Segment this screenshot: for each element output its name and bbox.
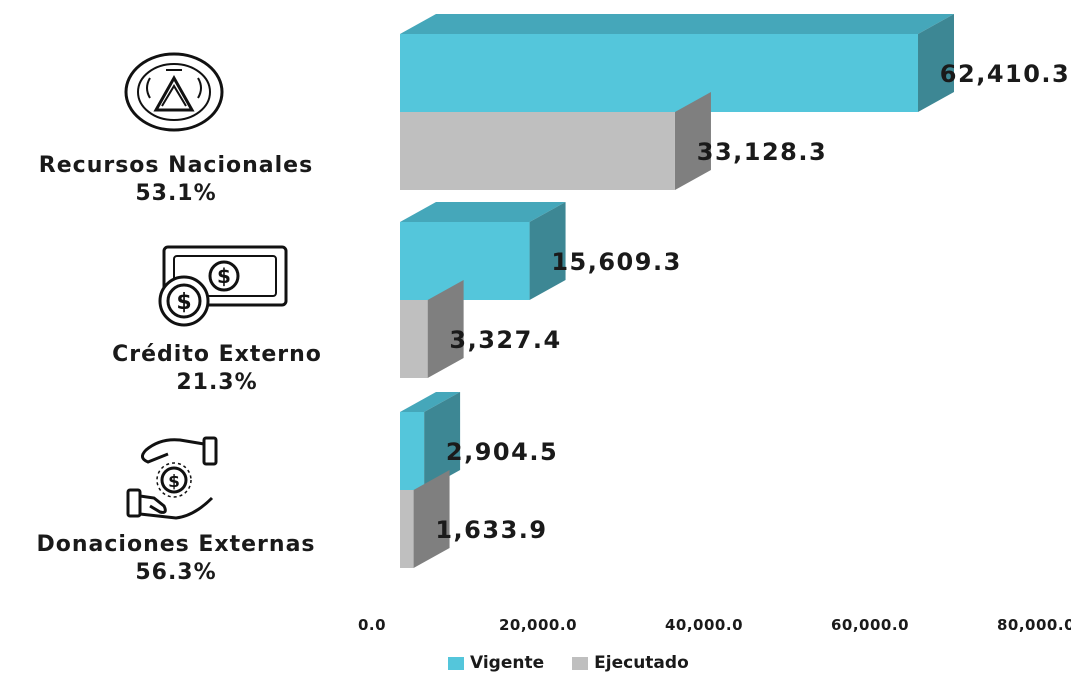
x-tick-label: 80,000.0 [997, 616, 1071, 634]
svg-text:$: $ [168, 472, 180, 492]
svg-text:$: $ [217, 264, 231, 288]
bar-vigente-1-front [400, 222, 530, 300]
legend-item-vigente: Vigente [448, 652, 544, 674]
category-name: Recursos Nacionales [38, 153, 314, 178]
bar-ejecutado-0-side [674, 92, 711, 190]
bar-vigente-2-side [424, 392, 461, 490]
category-percentage: 56.3% [135, 560, 217, 585]
data-label-ejecutado-0: 33,128.3 [697, 138, 827, 166]
category-percentage: 53.1% [135, 181, 217, 206]
data-label-vigente-0: 62,410.3 [940, 60, 1070, 88]
category-label-credito: Crédito Externo 21.3% [50, 341, 384, 397]
bar-vigente-1-top [400, 202, 566, 222]
bar-vigente-2 [400, 392, 461, 490]
bar-vigente-0 [400, 14, 955, 112]
national-seal-icon [124, 52, 224, 132]
bar-ejecutado-1 [400, 280, 464, 378]
bar-vigente-2-front [400, 412, 425, 490]
svg-text:$: $ [176, 290, 191, 315]
bar-ejecutado-1-front [400, 300, 428, 378]
legend-label-vigente: Vigente [470, 653, 545, 673]
bar-ejecutado-0 [400, 92, 711, 190]
bar-ejecutado-2-front [400, 490, 414, 568]
data-label-ejecutado-2: 1,633.9 [435, 516, 547, 544]
bar-vigente-0-front [400, 34, 919, 112]
bar-vigente-0-side [918, 14, 955, 112]
bar-vigente-0-top [400, 14, 955, 34]
category-name: Donaciones Externas [36, 532, 316, 557]
legend: Vigente Ejecutado [448, 652, 748, 674]
bar-ejecutado-2 [400, 470, 450, 568]
x-tick-label: 40,000.0 [665, 616, 743, 634]
category-label-donaciones: Donaciones Externas 56.3% [0, 531, 352, 587]
bar-ejecutado-1-side [427, 280, 464, 378]
hands-coin-icon: $ [126, 436, 218, 520]
bar-ejecutado-2-side [413, 470, 450, 568]
category-percentage: 21.3% [176, 370, 258, 395]
data-label-vigente-2: 2,904.5 [446, 438, 558, 466]
category-label-recursos: Recursos Nacionales 53.1% [0, 152, 352, 208]
x-tick-label: 60,000.0 [831, 616, 909, 634]
bar-vigente-1 [400, 202, 566, 300]
money-bill-coins-icon: $ $ [158, 245, 288, 327]
bar-vigente-1-side [529, 202, 566, 300]
bar-vigente-2-top [400, 392, 461, 412]
legend-swatch-vigente [448, 656, 464, 670]
bar-ejecutado-0-front [400, 112, 675, 190]
data-label-vigente-1: 15,609.3 [551, 248, 681, 276]
x-tick-label: 20,000.0 [499, 616, 577, 634]
data-label-ejecutado-1: 3,327.4 [449, 326, 561, 354]
legend-label-ejecutado: Ejecutado [594, 653, 689, 673]
legend-swatch-ejecutado [572, 656, 589, 670]
legend-item-ejecutado: Ejecutado [572, 652, 689, 674]
x-tick-label: 0.0 [358, 616, 386, 634]
category-name: Crédito Externo [112, 342, 322, 367]
